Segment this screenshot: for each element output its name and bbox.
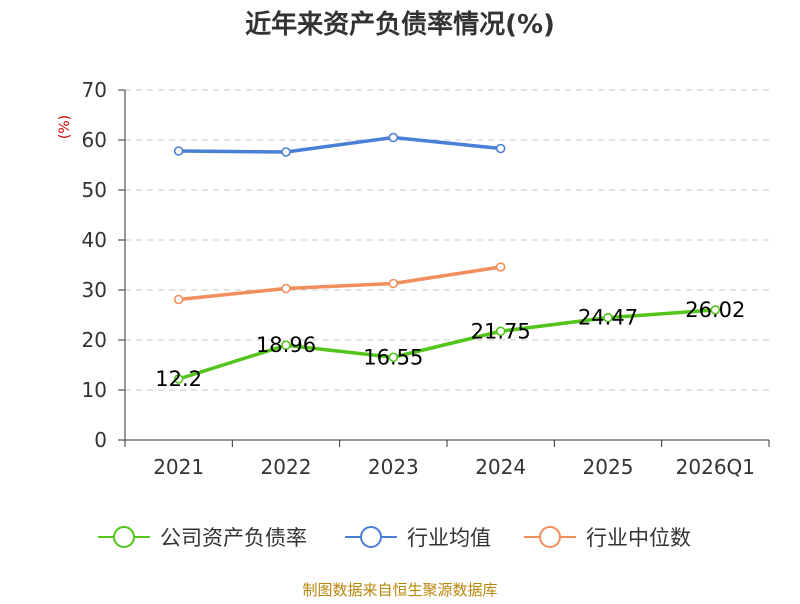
x-tick-label: 2024	[475, 455, 526, 479]
series-line	[176, 265, 503, 302]
legend-item: 行业中位数	[524, 526, 691, 550]
data-label: 26.02	[685, 298, 745, 322]
x-tick-label: 2026Q1	[676, 455, 755, 479]
data-point	[173, 374, 184, 384]
data-point	[173, 294, 184, 305]
x-tick-label: 2025	[583, 455, 634, 479]
series-group	[173, 132, 721, 384]
legend-marker	[360, 526, 382, 548]
y-tick-label: 40	[82, 228, 107, 252]
legend: 公司资产负债率 行业均值 行业中位数	[98, 526, 691, 550]
series-line	[176, 308, 718, 381]
x-tick-label: 2023	[368, 455, 419, 479]
y-tick-label: 50	[82, 178, 107, 202]
data-label: 24.47	[578, 306, 638, 330]
legend-label: 公司资产负债率	[160, 526, 307, 550]
legend-item: 行业均值	[345, 526, 491, 550]
legend-item: 公司资产负债率	[98, 526, 307, 550]
data-point	[173, 146, 184, 156]
data-point	[281, 340, 291, 351]
series-line	[176, 135, 503, 154]
x-tick-label: 2022	[261, 455, 312, 479]
series-0	[173, 305, 721, 384]
data-point	[281, 283, 291, 294]
x-tick-labels: 2021 2022 2023 2024 2025 2026Q1	[153, 455, 755, 479]
data-point	[710, 305, 721, 315]
data-point	[495, 326, 506, 337]
x-tick-label: 2021	[153, 455, 204, 479]
source-note: 制图数据来自恒生聚源数据库	[302, 581, 497, 599]
data-label: 16.55	[363, 345, 423, 369]
data-label: 18.96	[256, 333, 316, 357]
chart-title: 近年来资产负债率情况(%)	[245, 9, 555, 40]
y-tick-label: 60	[82, 128, 107, 152]
data-label: 12.2	[155, 367, 202, 391]
legend-label: 行业均值	[407, 526, 491, 550]
y-tick-label: 0	[94, 428, 107, 452]
y-tick-label: 20	[82, 328, 107, 352]
data-point	[603, 312, 613, 323]
series-1	[173, 132, 506, 157]
data-point	[388, 132, 399, 143]
y-tick-label: 30	[82, 278, 107, 302]
data-point	[388, 278, 399, 289]
data-labels: 12.2 18.96 16.55 21.75 24.47 26.02	[155, 298, 745, 391]
y-axis-label: (%)	[57, 115, 73, 139]
y-tick-label: 70	[82, 78, 107, 102]
legend-marker	[539, 526, 561, 548]
legend-label: 行业中位数	[586, 526, 691, 550]
data-point	[495, 143, 506, 154]
y-tick-labels: 0 10 20 30 40 50 60 70	[82, 78, 107, 452]
axes	[118, 89, 770, 447]
grid-lines	[125, 89, 769, 391]
series-2	[173, 262, 506, 305]
legend-marker	[113, 526, 135, 548]
data-point	[281, 147, 291, 157]
data-point	[388, 352, 399, 363]
data-point	[495, 262, 506, 272]
data-label: 21.75	[471, 319, 531, 343]
y-tick-label: 10	[82, 378, 107, 402]
